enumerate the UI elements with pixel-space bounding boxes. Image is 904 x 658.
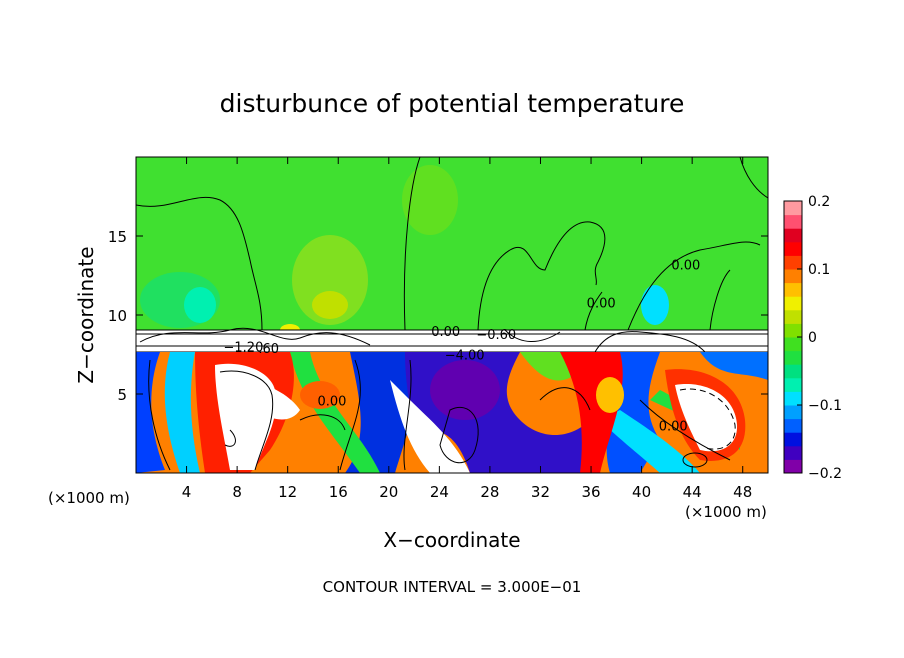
x-tick-label: 28 <box>480 483 499 501</box>
colorbar-swatch <box>784 214 802 229</box>
x-tick-label: 12 <box>278 483 297 501</box>
contour-label: 0.00 <box>659 420 688 435</box>
colorbar-tick-label: −0.1 <box>808 398 842 414</box>
colorbar-swatch <box>784 391 802 406</box>
colorbar-swatch <box>784 241 802 256</box>
colorbar-swatch <box>784 350 802 365</box>
x-tick-label: 40 <box>632 483 651 501</box>
contour-label: 0.00 <box>431 325 460 340</box>
contour-label: 0.00 <box>587 296 616 311</box>
colorbar-swatch <box>784 201 802 216</box>
green-patch <box>402 165 458 235</box>
colorbar-swatch <box>784 377 802 392</box>
colorbar-swatch <box>784 459 802 474</box>
colorbar-swatch <box>784 432 802 447</box>
x-tick-label: 24 <box>430 483 449 501</box>
x-unit-left: (×1000 m) <box>48 489 130 507</box>
colorbar-tick-label: 0 <box>808 330 817 346</box>
colorbar-swatch <box>784 269 802 284</box>
contour-label: 0.00 <box>317 394 346 409</box>
upper-contours <box>136 157 768 331</box>
chart-title: disturbunce of potential temperature <box>220 89 685 118</box>
colorbar-tick-label: 0.2 <box>808 194 830 210</box>
green-patch <box>292 235 368 325</box>
y-tick-label: 15 <box>108 228 127 246</box>
colorbar: 0.2 0.1 0 −0.1 −0.2 <box>783 194 842 482</box>
lower-contours <box>148 359 736 471</box>
colorbar-swatch <box>784 309 802 324</box>
colorbar-swatch <box>784 364 802 379</box>
contour-label: −4.00 <box>445 349 485 364</box>
x-tick-label: 16 <box>329 483 348 501</box>
contour-label: −1.20 <box>224 341 264 356</box>
x-tick-label: 4 <box>182 483 192 501</box>
colorbar-swatch <box>784 282 802 297</box>
warm-anomalies <box>195 352 746 473</box>
contour-label: .60 <box>258 342 279 357</box>
contour-interval-note: CONTOUR INTERVAL = 3.000E−01 <box>323 578 582 596</box>
yellow-patch <box>312 291 348 319</box>
colorbar-swatch <box>784 323 802 338</box>
colorbar-swatch <box>784 405 802 420</box>
y-axis: 5 10 15 <box>108 228 768 404</box>
x-tick-label: 20 <box>379 483 398 501</box>
y-tick-label: 5 <box>117 386 127 404</box>
plot-area <box>136 157 768 473</box>
colorbar-tick-label: −0.2 <box>808 466 842 482</box>
x-unit-right: (×1000 m) <box>685 503 767 521</box>
x-tick-label: 32 <box>531 483 550 501</box>
colorbar-swatch <box>784 418 802 433</box>
x-axis: 4 8 12 16 20 24 28 32 36 40 44 48 <box>182 157 752 501</box>
x-tick-label: 8 <box>232 483 242 501</box>
colorbar-swatch <box>784 296 802 311</box>
colorbar-swatch <box>784 445 802 460</box>
colorbar-swatch <box>784 228 802 243</box>
x-axis-label: X−coordinate <box>383 528 520 552</box>
y-tick-label: 10 <box>108 307 127 325</box>
contour-label: 0.00 <box>671 258 700 273</box>
x-tick-label: 36 <box>581 483 600 501</box>
x-tick-label: 44 <box>683 483 702 501</box>
y-axis-label: Z−coordinate <box>74 246 98 383</box>
contour-labels: 0.00 0.00 0.00 −0.60 −1.20.60 −4.00 0.00 0.00 <box>224 258 701 434</box>
colorbar-tick-label: 0.1 <box>808 262 830 278</box>
cyan-patch <box>641 285 669 325</box>
contour-label: −0.60 <box>476 328 516 343</box>
cyan-patch <box>184 287 216 323</box>
colorbar-swatch <box>784 255 802 270</box>
x-tick-label: 48 <box>733 483 752 501</box>
colorbar-swatch <box>784 337 802 352</box>
